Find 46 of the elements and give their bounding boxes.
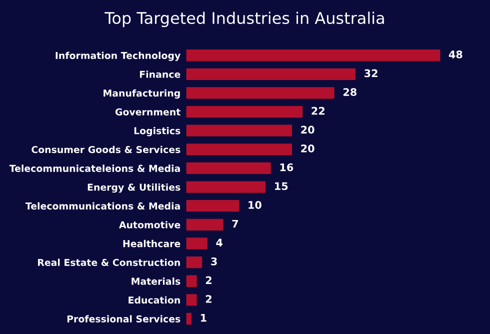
bar [186,106,303,118]
bar [186,162,271,174]
data-label: 20 [301,126,314,134]
y-tick-label: Energy & Utilities [88,183,180,193]
bar [186,87,334,99]
y-tick-label: Automotive [119,221,180,228]
y-tick-label: Telecommunications & Media [25,202,180,210]
bar [186,312,192,325]
data-label: 22 [312,106,324,115]
y-tick-label: Materials [132,278,180,285]
data-label: 2 [206,276,212,284]
data-label: 2 [206,295,212,303]
bar [186,50,440,62]
bar [186,144,292,156]
bar [186,275,197,287]
y-tick-label: Logistics [134,127,180,136]
data-label: 48 [448,50,462,58]
data-label: 15 [275,182,288,190]
y-tick-label: Education [128,296,180,304]
y-tick-label: Professional Services [67,315,180,322]
y-tick-label: Finance [140,70,180,78]
y-tick-label: Information Technology [56,52,180,61]
data-label: 1 [201,314,206,322]
y-tick-label: Government [115,108,180,116]
data-label: 7 [232,220,238,228]
data-label: 4 [216,238,222,246]
bar [186,181,266,193]
data-label: 20 [301,144,314,152]
bar [186,294,197,306]
y-tick-label: Telecommunicateleions & Media [9,164,180,172]
bar [186,200,240,212]
chart-title: Top Targeted Industries in Australia [104,12,384,28]
data-label: 32 [364,69,378,78]
bar [186,238,208,250]
y-tick-label: Manufacturing [104,89,180,99]
y-tick-label: Consumer Goods & Services [32,146,180,154]
bar [186,68,356,80]
data-label: 16 [280,163,294,172]
bar [186,124,292,136]
y-tick-label: Healthcare [123,240,180,248]
bar [186,218,224,230]
data-label: 10 [248,200,262,209]
data-label: 28 [343,88,356,96]
data-label: 3 [211,257,217,266]
y-tick-label: Real Estate & Construction [38,258,180,266]
bar [186,256,202,268]
